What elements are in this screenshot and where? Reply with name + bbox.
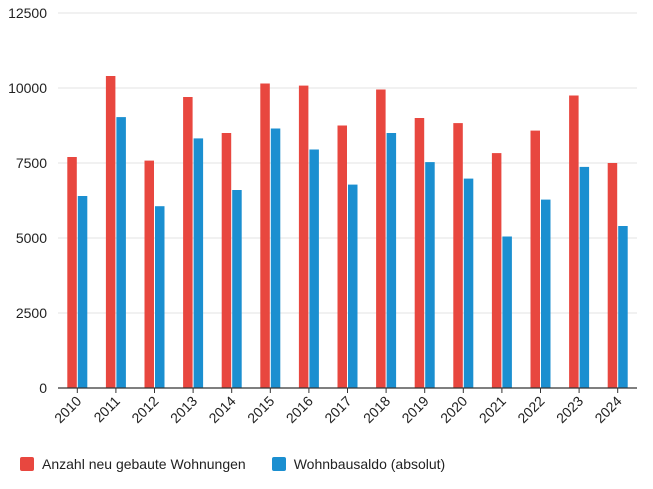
legend-item-housing-balance[interactable]: Wohnbausaldo (absolut) [271, 456, 446, 472]
bar-housing-balance[interactable] [193, 138, 204, 388]
x-tick-label: 2018 [360, 393, 393, 426]
x-axis-ticks: 2010 2011 2012 2013 2014 2015 2016 2017 2018 2019… [51, 388, 625, 426]
x-tick-label: 2017 [321, 393, 354, 426]
bar-housing-balance[interactable] [386, 133, 397, 388]
x-tick-label: 2010 [51, 393, 84, 426]
bar-housing-balance[interactable] [116, 117, 126, 388]
bar-new-dwellings[interactable] [221, 133, 232, 388]
bar-new-dwellings[interactable] [376, 89, 386, 389]
x-tick-label: 2012 [128, 393, 161, 426]
y-tick-label: 2500 [16, 305, 47, 321]
bar-new-dwellings[interactable] [298, 85, 309, 388]
bar-new-dwellings[interactable] [530, 130, 541, 388]
y-axis-ticks: 0 2500 5000 7500 10000 12500 [8, 5, 47, 396]
legend: Anzahl neu gebaute Wohnungen Wohnbausald… [20, 456, 445, 472]
bar-housing-balance[interactable] [579, 166, 590, 388]
bar-new-dwellings[interactable] [144, 160, 155, 388]
x-tick-label: 2023 [553, 393, 586, 426]
bar-new-dwellings[interactable] [491, 153, 502, 388]
bar-housing-balance[interactable] [541, 199, 551, 388]
bar-new-dwellings[interactable] [67, 157, 77, 388]
bar-new-dwellings[interactable] [607, 163, 618, 388]
bar-housing-balance[interactable] [463, 178, 474, 388]
legend-item-new-dwellings[interactable]: Anzahl neu gebaute Wohnungen [20, 456, 246, 472]
bar-new-dwellings[interactable] [260, 83, 270, 389]
x-tick-label: 2013 [167, 393, 200, 426]
bar-new-dwellings[interactable] [183, 97, 193, 388]
y-tick-label: 0 [39, 380, 47, 396]
y-tick-label: 7500 [16, 155, 47, 171]
bar-new-dwellings[interactable] [337, 125, 348, 389]
bar-housing-balance[interactable] [232, 190, 242, 388]
bar-new-dwellings[interactable] [569, 95, 579, 389]
y-tick-label: 5000 [16, 230, 47, 246]
bar-housing-balance[interactable] [425, 162, 435, 388]
x-tick-label: 2024 [591, 393, 624, 426]
x-tick-label: 2016 [283, 393, 316, 426]
x-tick-label: 2020 [437, 393, 470, 426]
bar-housing-balance[interactable] [77, 196, 88, 388]
x-tick-label: 2011 [90, 393, 123, 426]
legend-swatch-blue [271, 457, 286, 471]
y-tick-label: 12500 [8, 5, 47, 21]
legend-label-housing-balance: Wohnbausaldo (absolut) [293, 456, 446, 472]
bar-housing-balance[interactable] [502, 236, 512, 389]
x-tick-label: 2019 [398, 393, 431, 426]
x-tick-label: 2014 [205, 393, 238, 426]
x-tick-label: 2021 [476, 393, 509, 426]
legend-label-new-dwellings: Anzahl neu gebaute Wohnungen [42, 456, 246, 472]
bar-housing-balance[interactable] [618, 226, 628, 388]
bar-new-dwellings[interactable] [105, 76, 116, 388]
x-tick-label: 2022 [514, 393, 547, 426]
bar-housing-balance[interactable] [309, 149, 319, 389]
legend-swatch-red [20, 457, 34, 471]
bar-housing-balance[interactable] [348, 184, 358, 388]
bars-layer [67, 76, 628, 389]
bar-housing-balance[interactable] [270, 128, 281, 389]
bar-new-dwellings[interactable] [414, 118, 425, 388]
bar-chart: 0 2500 5000 7500 10000 12500 2010 2011 2012 2013… [8, 5, 637, 426]
bar-new-dwellings[interactable] [453, 123, 463, 388]
bar-housing-balance[interactable] [155, 206, 165, 388]
x-tick-label: 2015 [244, 393, 277, 426]
y-tick-label: 10000 [8, 80, 47, 96]
grid-layer [58, 12, 637, 314]
